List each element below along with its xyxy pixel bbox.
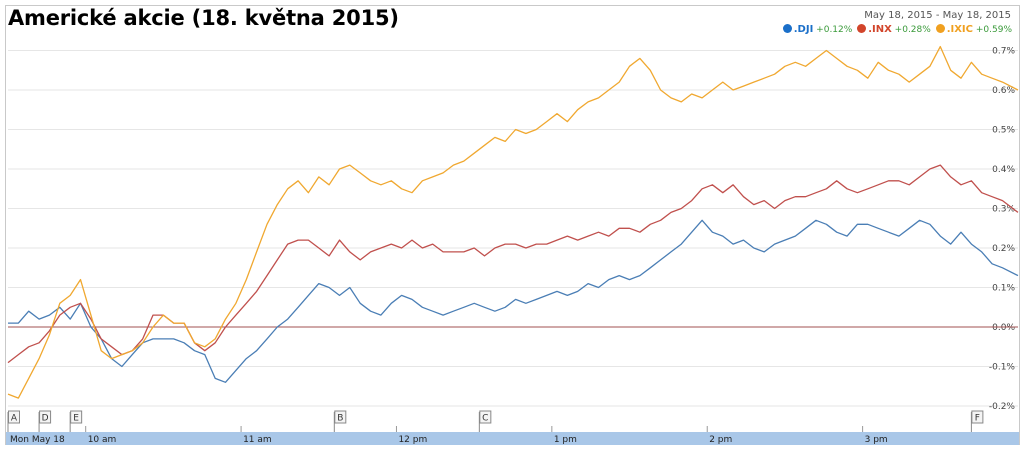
legend-dji-change: +0.12% [816, 25, 853, 35]
y-tick-label: 0.4% [992, 165, 1015, 175]
y-tick-label: -0.1% [989, 363, 1016, 373]
y-tick-label: 0.7% [992, 47, 1015, 57]
x-tick-label: 11 am [243, 435, 272, 445]
x-tick-label: 10 am [88, 435, 117, 445]
legend-item-dji[interactable]: .DJI +0.12% [782, 24, 855, 35]
x-axis-bar [6, 432, 1019, 445]
legend-ixic-name: .IXIC [946, 24, 973, 35]
y-tick-label: 0.6% [992, 86, 1015, 96]
annotation-label: E [73, 414, 79, 424]
series-line-dji [8, 219, 1019, 383]
annotation-label: F [975, 414, 980, 424]
annotation-flag-f [971, 410, 984, 424]
x-tick-label: 3 pm [865, 435, 888, 445]
x-tick-label: Mon May 18 [10, 435, 65, 445]
annotation-flag-c [479, 410, 492, 424]
y-tick-label: -0.2% [989, 402, 1016, 412]
date-range: May 18, 2015 - May 18, 2015 [864, 10, 1011, 21]
x-tick-label: 1 pm [554, 435, 577, 445]
y-tick-label: 0.2% [992, 244, 1015, 254]
legend-item-inx[interactable]: .INX +0.28% [857, 24, 934, 35]
dji-color-dot-icon [782, 24, 792, 33]
ixic-color-dot-icon [935, 24, 945, 33]
legend-dji-name: .DJI [793, 24, 814, 35]
series-line-ixic [7, 45, 1019, 399]
chart-title: Americké akcie (18. května 2015) [8, 6, 399, 30]
annotation-label: A [11, 414, 18, 424]
annotation-label: B [337, 414, 343, 424]
inx-color-dot-icon [857, 24, 867, 33]
annotation-label: C [482, 414, 488, 424]
annotation-flag-d [39, 410, 52, 424]
series-line-inx [7, 164, 1019, 364]
annotation-flag-a [8, 410, 20, 424]
legend-ixic-change: +0.59% [975, 25, 1012, 35]
annotation-label: D [42, 414, 49, 424]
y-tick-label: 0.5% [992, 126, 1015, 136]
annotation-flag-e [70, 410, 83, 424]
legend: .DJI +0.12% .INX +0.28% .IXIC +0.59% [781, 24, 1012, 35]
y-tick-label: 0.1% [992, 284, 1015, 294]
legend-item-ixic[interactable]: .IXIC +0.59% [935, 24, 1012, 35]
y-tick-label: 0.3% [992, 205, 1015, 215]
legend-inx-name: .INX [868, 24, 892, 35]
y-tick-label: 0.0% [992, 323, 1015, 333]
x-tick-label: 2 pm [709, 435, 732, 445]
annotation-flag-b [334, 410, 347, 424]
legend-inx-change: +0.28% [894, 25, 931, 35]
x-tick-label: 12 pm [398, 435, 427, 445]
